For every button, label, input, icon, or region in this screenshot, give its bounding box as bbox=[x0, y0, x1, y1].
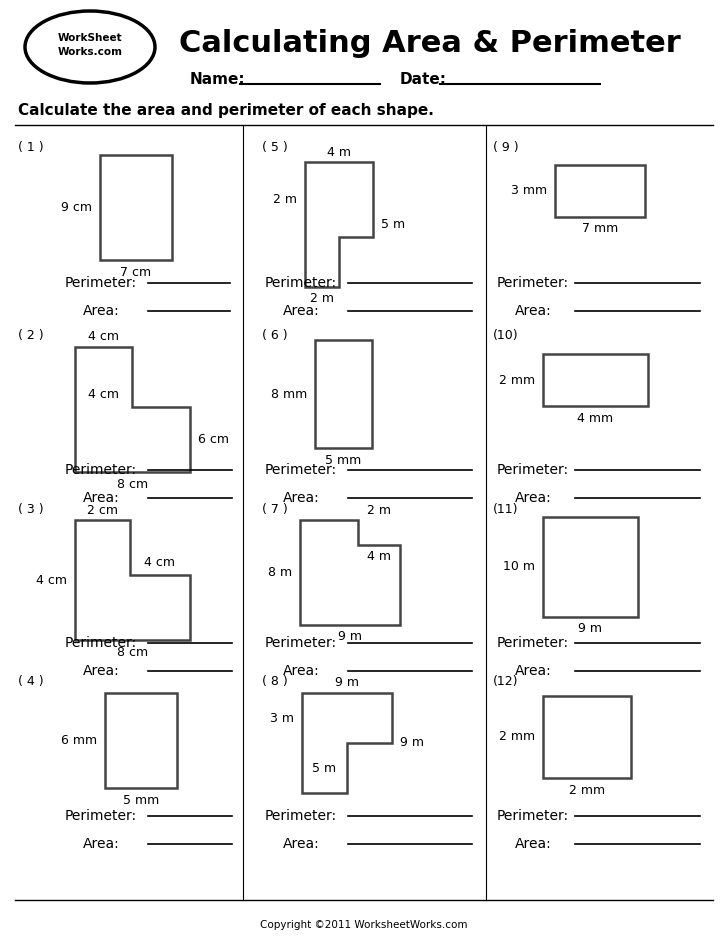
Text: 5 m: 5 m bbox=[381, 218, 405, 231]
Text: 2 m: 2 m bbox=[273, 193, 297, 206]
Text: Perimeter:: Perimeter: bbox=[497, 463, 569, 477]
Bar bbox=[315, 340, 372, 448]
Text: 4 m: 4 m bbox=[367, 551, 391, 564]
Text: Perimeter:: Perimeter: bbox=[497, 636, 569, 650]
Text: 8 cm: 8 cm bbox=[117, 646, 148, 658]
Text: Perimeter:: Perimeter: bbox=[497, 809, 569, 823]
Text: Perimeter:: Perimeter: bbox=[65, 463, 137, 477]
Text: 2 m: 2 m bbox=[310, 292, 334, 306]
Text: Area:: Area: bbox=[83, 491, 119, 505]
Text: Perimeter:: Perimeter: bbox=[265, 636, 337, 650]
Text: ( 2 ): ( 2 ) bbox=[18, 329, 44, 342]
Text: 5 mm: 5 mm bbox=[123, 793, 159, 806]
Text: Calculate the area and perimeter of each shape.: Calculate the area and perimeter of each… bbox=[18, 103, 434, 118]
Text: 2 mm: 2 mm bbox=[499, 731, 535, 743]
Text: 3 mm: 3 mm bbox=[511, 185, 547, 197]
Text: Area:: Area: bbox=[83, 664, 119, 678]
Bar bbox=[543, 354, 648, 406]
Text: Area:: Area: bbox=[515, 491, 552, 505]
Text: 4 cm: 4 cm bbox=[88, 330, 119, 343]
Text: (10): (10) bbox=[493, 329, 518, 342]
Text: (11): (11) bbox=[493, 503, 518, 516]
Text: ( 8 ): ( 8 ) bbox=[262, 675, 288, 688]
Text: 8 cm: 8 cm bbox=[117, 477, 148, 490]
Text: ( 1 ): ( 1 ) bbox=[18, 141, 44, 155]
Text: Area:: Area: bbox=[283, 664, 320, 678]
Text: 2 m: 2 m bbox=[367, 504, 391, 517]
Text: Area:: Area: bbox=[83, 837, 119, 851]
Text: Perimeter:: Perimeter: bbox=[265, 276, 337, 290]
Text: Perimeter:: Perimeter: bbox=[497, 276, 569, 290]
Text: 9 m: 9 m bbox=[335, 676, 359, 689]
Bar bbox=[100, 155, 172, 260]
Text: 3 m: 3 m bbox=[270, 712, 294, 724]
Text: 2 cm: 2 cm bbox=[87, 504, 118, 517]
Text: 8 mm: 8 mm bbox=[271, 388, 307, 401]
Text: 5 mm: 5 mm bbox=[325, 454, 362, 467]
Bar bbox=[105, 693, 177, 788]
Text: 10 m: 10 m bbox=[503, 560, 535, 573]
Text: 4 cm: 4 cm bbox=[36, 573, 67, 587]
Text: 6 mm: 6 mm bbox=[61, 734, 97, 747]
Text: 4 cm: 4 cm bbox=[144, 556, 175, 570]
Text: Area:: Area: bbox=[283, 837, 320, 851]
Text: Name:: Name: bbox=[190, 73, 245, 88]
Bar bbox=[543, 517, 638, 617]
Text: Perimeter:: Perimeter: bbox=[65, 276, 137, 290]
Text: ( 6 ): ( 6 ) bbox=[262, 329, 288, 342]
Text: Area:: Area: bbox=[283, 304, 320, 318]
Text: 4 m: 4 m bbox=[327, 145, 351, 158]
Text: WorkSheet: WorkSheet bbox=[58, 33, 122, 43]
Text: 9 m: 9 m bbox=[338, 631, 362, 643]
Text: Area:: Area: bbox=[515, 837, 552, 851]
Text: 2 mm: 2 mm bbox=[569, 784, 605, 797]
Text: Calculating Area & Perimeter: Calculating Area & Perimeter bbox=[179, 29, 681, 58]
Text: 8 m: 8 m bbox=[268, 566, 292, 579]
Text: Works.com: Works.com bbox=[58, 47, 122, 57]
Text: 2 mm: 2 mm bbox=[499, 373, 535, 387]
Text: Perimeter:: Perimeter: bbox=[65, 809, 137, 823]
Text: 9 m: 9 m bbox=[579, 622, 603, 636]
Text: Date:: Date: bbox=[400, 73, 447, 88]
Text: ( 9 ): ( 9 ) bbox=[493, 141, 518, 155]
Text: Perimeter:: Perimeter: bbox=[265, 809, 337, 823]
Text: 9 m: 9 m bbox=[400, 736, 424, 750]
Text: Perimeter:: Perimeter: bbox=[65, 636, 137, 650]
Text: 4 cm: 4 cm bbox=[88, 389, 119, 402]
Text: Area:: Area: bbox=[515, 304, 552, 318]
Text: ( 3 ): ( 3 ) bbox=[18, 503, 44, 516]
Text: 5 m: 5 m bbox=[312, 762, 336, 774]
Text: Perimeter:: Perimeter: bbox=[265, 463, 337, 477]
Text: Area:: Area: bbox=[515, 664, 552, 678]
Text: 7 cm: 7 cm bbox=[120, 266, 151, 278]
Text: Area:: Area: bbox=[283, 491, 320, 505]
Text: ( 4 ): ( 4 ) bbox=[18, 675, 44, 688]
Text: Area:: Area: bbox=[83, 304, 119, 318]
Bar bbox=[555, 165, 645, 217]
Text: ( 7 ): ( 7 ) bbox=[262, 503, 288, 516]
Text: 4 mm: 4 mm bbox=[577, 411, 614, 424]
Bar bbox=[543, 696, 631, 778]
Text: ( 5 ): ( 5 ) bbox=[262, 141, 288, 155]
Text: 7 mm: 7 mm bbox=[582, 223, 618, 236]
Text: Copyright ©2011 WorksheetWorks.com: Copyright ©2011 WorksheetWorks.com bbox=[260, 920, 468, 930]
Text: 9 cm: 9 cm bbox=[61, 201, 92, 214]
Text: (12): (12) bbox=[493, 675, 518, 688]
Text: 6 cm: 6 cm bbox=[198, 433, 229, 446]
